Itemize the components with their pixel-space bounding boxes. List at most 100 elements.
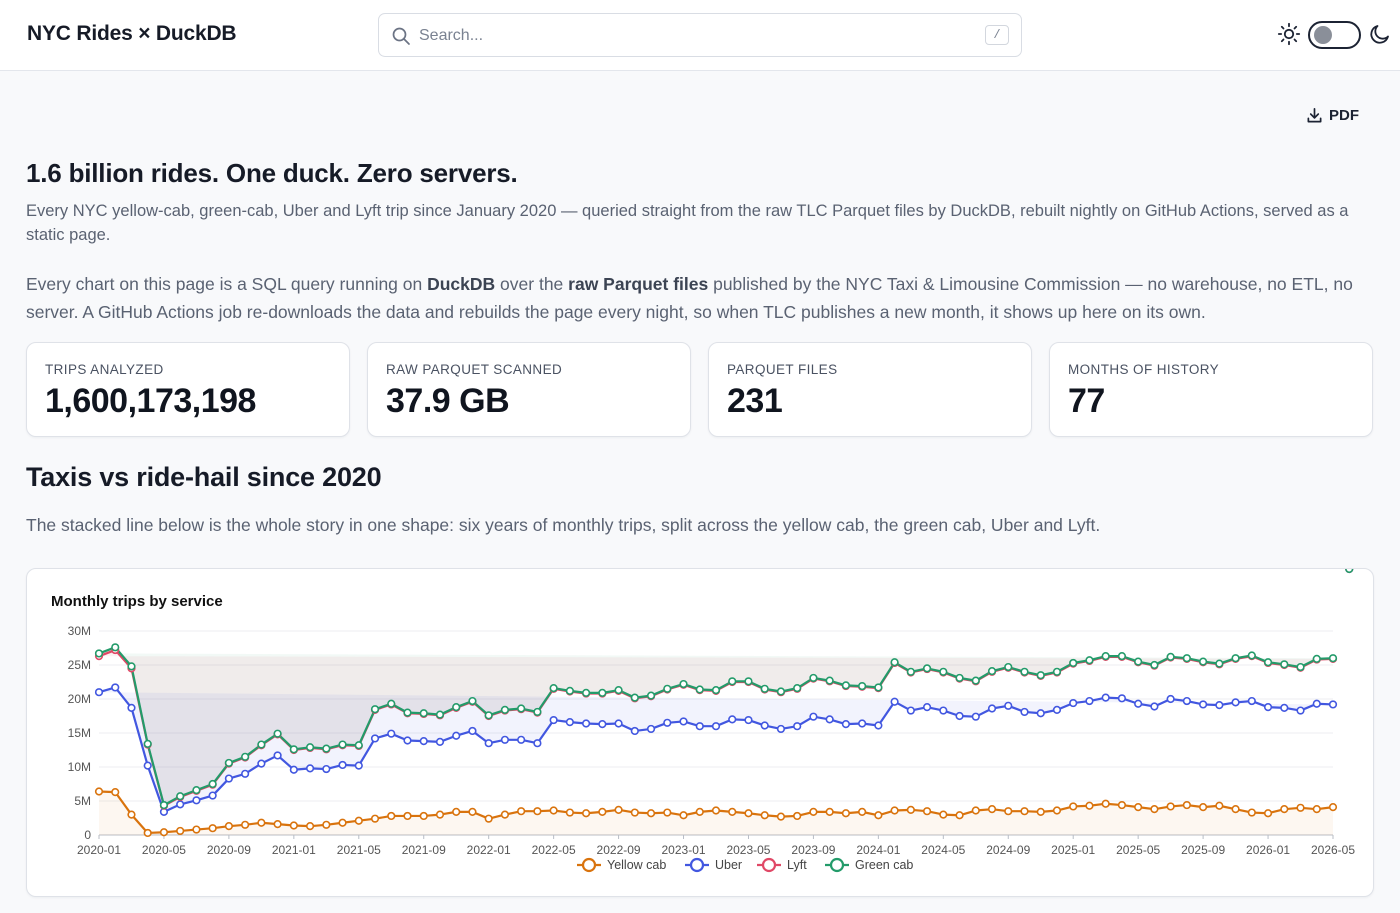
- data-point: [955, 711, 964, 721]
- data-point: [111, 788, 120, 797]
- data-point: [1231, 698, 1240, 707]
- data-point: [1312, 654, 1321, 663]
- data-point: [776, 687, 786, 696]
- x-tick-label: 2025-05: [1116, 843, 1160, 857]
- theme-toggle[interactable]: [1308, 21, 1361, 49]
- data-point: [711, 686, 721, 695]
- x-tick-label: 2023-05: [726, 843, 770, 857]
- x-tick-label: 2025-01: [1051, 843, 1095, 857]
- brand-title[interactable]: NYC Rides × DuckDB: [27, 22, 237, 45]
- stat-label: RAW PARQUET SCANNED: [386, 362, 563, 377]
- data-point: [711, 722, 721, 731]
- x-tick-label: 2024-05: [921, 843, 965, 857]
- data-point: [825, 676, 834, 685]
- data-point: [1134, 657, 1143, 666]
- data-point: [582, 719, 591, 728]
- data-point: [1215, 659, 1224, 668]
- data-point: [760, 811, 769, 820]
- series-area-green-cab: [99, 647, 1333, 806]
- data-point: [176, 792, 185, 801]
- series-area-uber: [99, 687, 1333, 812]
- data-point: [776, 724, 786, 734]
- data-point: [533, 807, 542, 816]
- data-point: [630, 726, 639, 736]
- x-tick-label: 2023-01: [662, 843, 706, 857]
- series-points-uber: [94, 569, 1354, 816]
- data-point: [273, 751, 282, 760]
- data-point: [208, 779, 217, 789]
- data-point: [338, 818, 347, 827]
- data-point: [987, 667, 997, 676]
- data-point: [94, 649, 104, 658]
- series-points-yellow-cab: [94, 787, 1338, 838]
- data-point: [1263, 703, 1273, 712]
- data-point: [1036, 671, 1045, 680]
- data-point: [825, 715, 834, 724]
- data-point: [841, 809, 850, 818]
- data-point: [1215, 701, 1224, 710]
- x-tick-label: 2024-09: [986, 843, 1030, 857]
- data-point: [793, 811, 802, 821]
- data-point: [500, 810, 510, 819]
- x-tick-label: 2026-05: [1311, 843, 1355, 857]
- data-point: [955, 673, 964, 683]
- data-point: [695, 685, 704, 694]
- pdf-button-label: PDF: [1329, 106, 1359, 124]
- series-points-green-cab: [94, 569, 1354, 810]
- data-point: [517, 807, 526, 816]
- data-point: [1328, 654, 1338, 663]
- data-point: [1085, 801, 1094, 810]
- data-point: [419, 709, 428, 718]
- data-point: [646, 724, 656, 734]
- data-point: [614, 805, 623, 814]
- data-point: [159, 828, 169, 837]
- intro-paragraph: Every chart on this page is a SQL query …: [26, 274, 1353, 322]
- data-point: [484, 814, 493, 823]
- data-point: [1150, 702, 1159, 711]
- data-point: [679, 811, 688, 820]
- data-point: [111, 643, 120, 652]
- data-point: [809, 807, 818, 816]
- data-point: [387, 699, 396, 708]
- data-point: [906, 706, 915, 715]
- data-point: [874, 811, 883, 820]
- data-point: [1296, 803, 1305, 812]
- data-point: [1182, 654, 1191, 663]
- stat-value: 77: [1068, 382, 1105, 420]
- data-point: [565, 686, 574, 695]
- data-point: [435, 737, 445, 746]
- data-point: [646, 809, 656, 818]
- sun-icon: [1277, 22, 1301, 46]
- data-point: [1182, 800, 1191, 810]
- data-point: [533, 707, 542, 717]
- search-box[interactable]: /: [378, 13, 1022, 57]
- data-point: [549, 715, 558, 725]
- section-title: Taxis vs ride-hail since 2020: [26, 462, 382, 492]
- data-point: [922, 664, 932, 673]
- data-point: [1231, 654, 1240, 663]
- data-point: [241, 769, 250, 778]
- data-point: [1247, 696, 1256, 706]
- search-input[interactable]: [419, 23, 939, 49]
- y-tick-label: 20M: [68, 692, 91, 706]
- data-point: [971, 806, 980, 815]
- data-point: [1263, 809, 1273, 818]
- data-point: [582, 809, 591, 818]
- x-tick-label: 2022-05: [532, 843, 576, 857]
- data-point: [468, 696, 477, 706]
- stat-card-months: MONTHS OF HISTORY 77: [1049, 342, 1373, 437]
- data-point: [663, 808, 672, 817]
- data-point: [176, 826, 185, 836]
- data-point: [874, 683, 883, 692]
- data-point: [1182, 696, 1191, 706]
- data-point: [403, 736, 412, 745]
- data-point: [354, 741, 363, 750]
- stat-label: PARQUET FILES: [727, 362, 838, 377]
- pdf-download-button[interactable]: PDF: [1306, 104, 1359, 126]
- data-point: [533, 739, 542, 748]
- y-tick-label: 25M: [68, 658, 91, 672]
- data-point: [1134, 803, 1143, 812]
- data-point: [289, 765, 298, 774]
- data-point: [1247, 808, 1256, 817]
- x-tick-label: 2022-09: [597, 843, 641, 857]
